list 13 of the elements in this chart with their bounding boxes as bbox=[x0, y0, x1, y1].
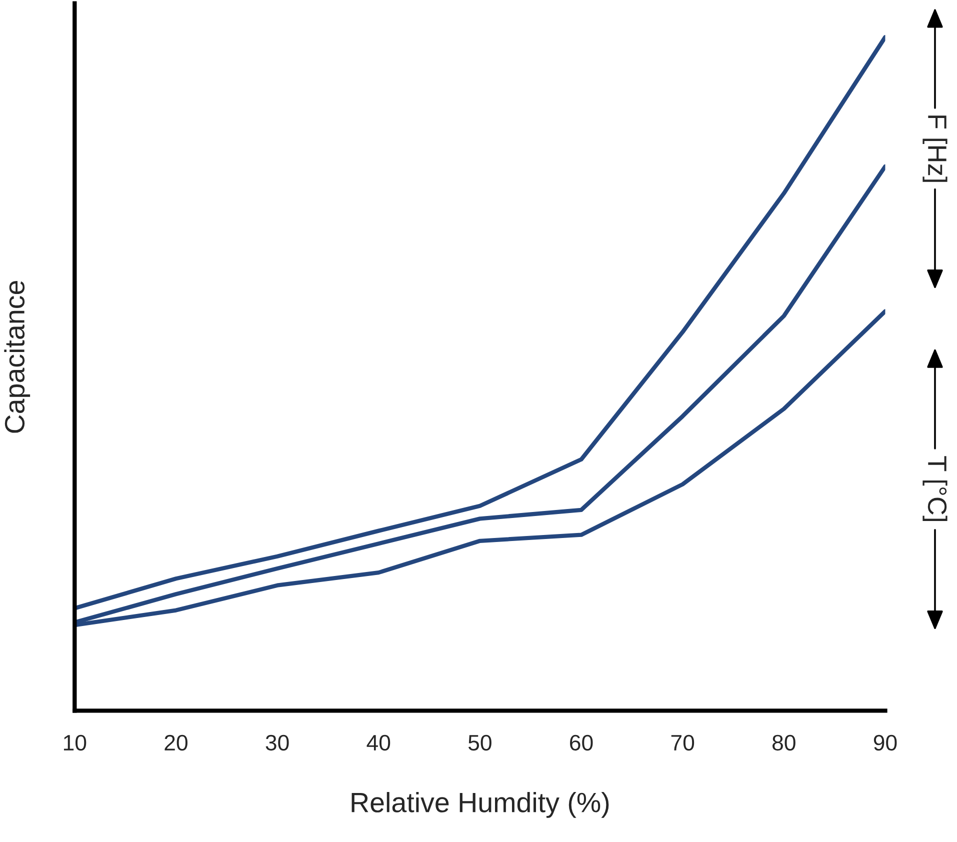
x-tick-label: 40 bbox=[366, 734, 390, 751]
x-tick-label: 20 bbox=[164, 734, 188, 751]
y-axis-title: Capacitance bbox=[4, 281, 30, 433]
text: F [Hz] bbox=[922, 116, 948, 182]
x-tick-label: 50 bbox=[468, 734, 492, 751]
x-tick-label: 90 bbox=[874, 734, 897, 751]
x-tick-label: 10 bbox=[64, 734, 86, 751]
x-tick-label: 70 bbox=[671, 734, 694, 751]
x-tick-label: 30 bbox=[266, 734, 289, 751]
x-tick-label: 60 bbox=[570, 734, 593, 751]
x-axis-title: Relative Humdity (%) bbox=[352, 792, 609, 818]
x-tick-label: 80 bbox=[772, 734, 796, 751]
text: T [°C] bbox=[922, 456, 948, 521]
